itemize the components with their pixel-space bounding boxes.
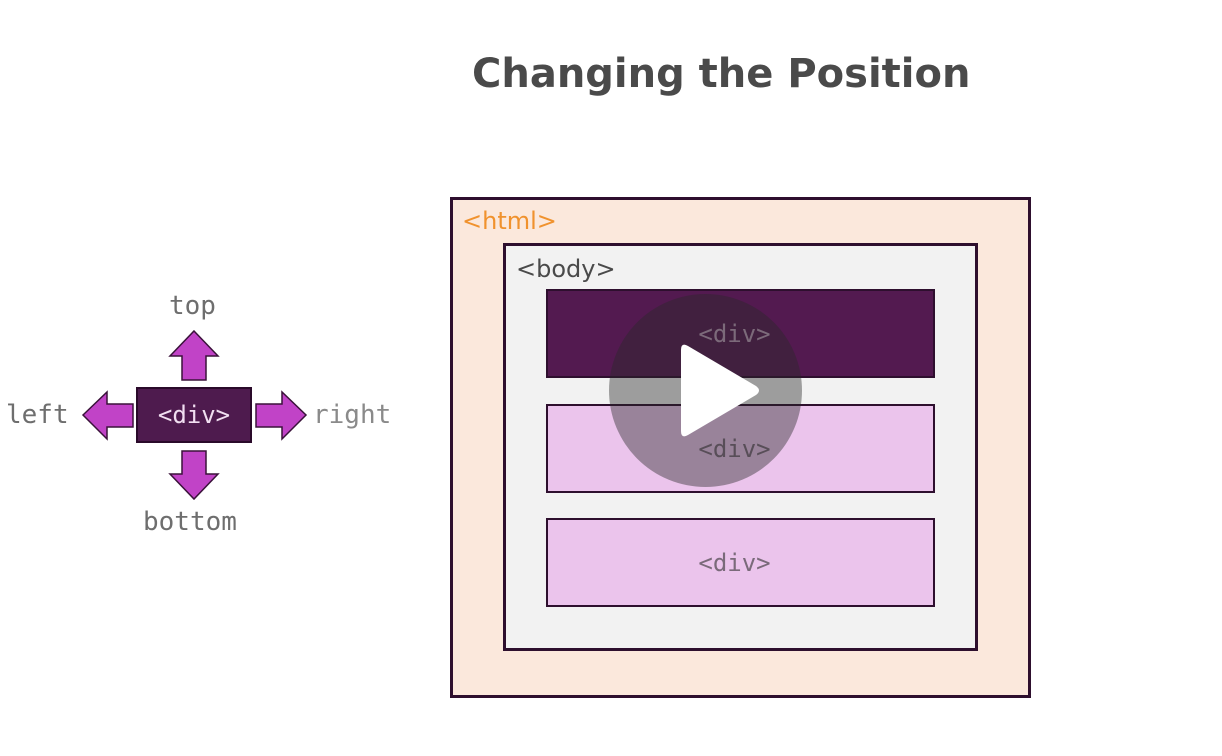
label-right: right <box>313 400 392 430</box>
div-element-box-3: <div> <box>546 518 935 607</box>
div-element-label-1: <div> <box>698 319 771 348</box>
div-element-box-2: <div> <box>546 404 935 493</box>
div-element-box-1: <div> <box>546 289 935 378</box>
html-element-label: <html> <box>462 207 557 235</box>
play-button[interactable] <box>609 294 802 487</box>
arrow-up-icon <box>168 329 220 381</box>
direction-arrows <box>81 329 308 501</box>
slide-title: Changing the Position <box>472 51 971 97</box>
div-element-label-2: <div> <box>698 434 771 463</box>
body-element-label: <body> <box>516 255 616 283</box>
play-icon <box>681 344 759 437</box>
label-top: top <box>169 291 216 321</box>
legend-div-label: <div> <box>157 401 231 429</box>
div-element-label-3: <div> <box>698 548 771 577</box>
arrow-left-icon <box>81 390 134 441</box>
arrow-right-icon <box>255 390 308 441</box>
arrow-down-icon <box>168 450 220 501</box>
label-bottom: bottom <box>143 507 237 537</box>
label-left: left <box>6 400 69 430</box>
legend-div-box: <div> <box>136 387 252 443</box>
